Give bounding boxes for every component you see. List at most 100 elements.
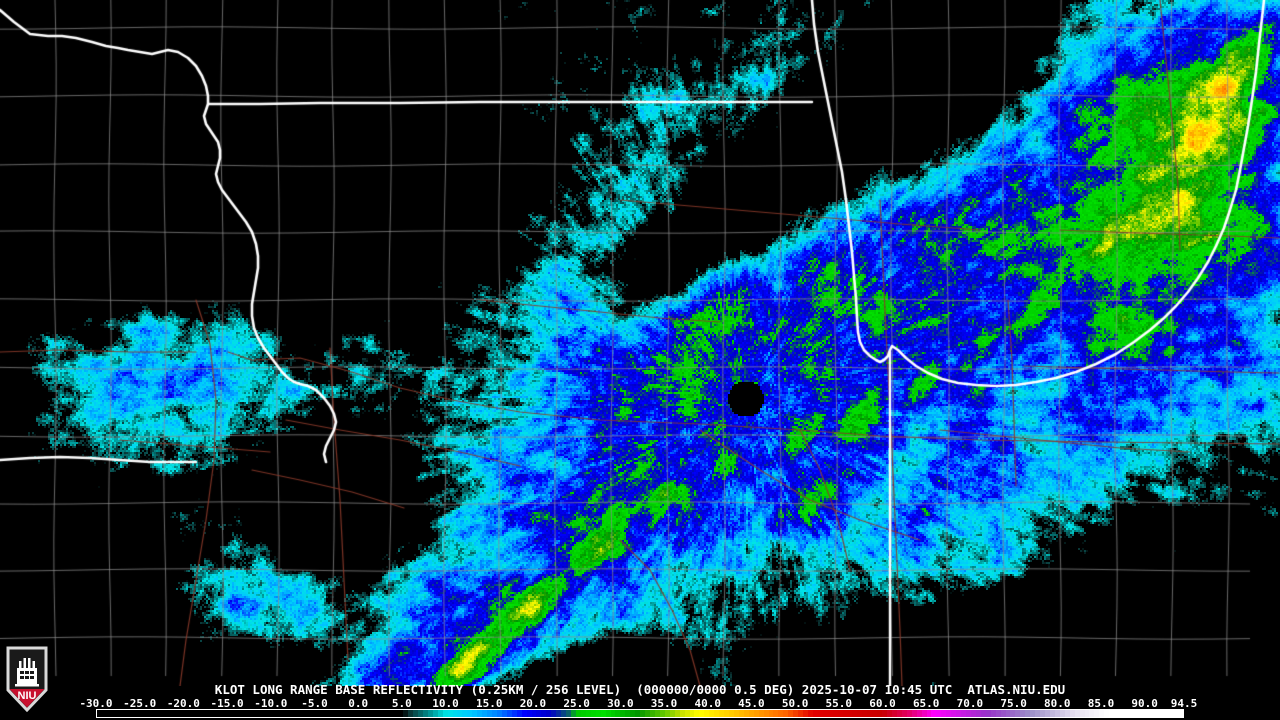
color-scale-segment: [808, 710, 813, 717]
color-scale-segment: [536, 710, 542, 717]
color-scale-segment: [605, 710, 611, 717]
color-scale-segment: [798, 710, 804, 717]
color-scale-segment: [650, 710, 655, 717]
color-scale-segment: [141, 710, 147, 717]
color-scale-segment: [1143, 710, 1149, 717]
color-scale-segment: [467, 710, 473, 717]
color-scale-segment: [111, 710, 117, 717]
color-scale-segment: [812, 710, 818, 717]
color-scale-segment: [482, 710, 488, 717]
color-scale-segment: [887, 710, 892, 717]
color-scale-segment: [877, 710, 883, 717]
color-scale-tick: 45.0: [738, 697, 765, 710]
color-scale-segment: [743, 710, 749, 717]
color-scale-segment: [664, 710, 670, 717]
color-scale-segment: [659, 710, 665, 717]
color-scale-segment: [585, 710, 591, 717]
color-scale-segment: [556, 710, 562, 717]
color-scale-segment: [817, 710, 823, 717]
color-scale-segment: [363, 710, 369, 717]
color-scale-segment: [477, 710, 483, 717]
color-scale-segment: [284, 710, 290, 717]
color-scale-segment: [176, 710, 181, 717]
color-scale-segment: [496, 710, 502, 717]
color-scale-segment: [748, 710, 754, 717]
color-scale-segment: [511, 710, 517, 717]
color-scale-segment: [492, 710, 497, 717]
color-scale-segment: [758, 710, 764, 717]
color-scale-segment: [383, 710, 389, 717]
color-scale-segment: [783, 710, 789, 717]
color-scale-segment: [901, 710, 907, 717]
color-scale-segment: [526, 710, 532, 717]
color-scale-segment: [1153, 710, 1159, 717]
color-scale-segment: [640, 710, 646, 717]
radar-image-area[interactable]: [0, 0, 1280, 686]
color-scale-segment: [704, 710, 710, 717]
color-scale-segment: [768, 710, 774, 717]
map-overlay: [0, 0, 1280, 686]
color-scale-segment: [368, 710, 374, 717]
color-scale-segment: [724, 710, 729, 717]
color-scale[interactable]: -30.0 -25.0 -20.0 -15.0 -10.0 -5.0 0.0 5.0 10.0 1…: [0, 698, 1280, 720]
color-scale-segment: [422, 710, 428, 717]
color-scale-segment: [546, 710, 552, 717]
color-scale-segment: [190, 710, 196, 717]
color-scale-segment: [561, 710, 567, 717]
color-scale-segment: [635, 710, 641, 717]
color-scale-segment: [220, 710, 226, 717]
color-scale-segment: [1119, 710, 1124, 717]
color-scale-segment: [437, 710, 443, 717]
color-scale-segment: [1099, 710, 1105, 717]
color-scale-segment: [151, 710, 157, 717]
color-scale-segment: [654, 710, 660, 717]
color-scale-segment: [205, 710, 211, 717]
color-scale-segment: [521, 710, 527, 717]
color-scale-segment: [161, 710, 167, 717]
color-scale-segment: [1040, 710, 1045, 717]
color-scale-segment: [793, 710, 799, 717]
color-scale-segment: [1020, 710, 1026, 717]
color-scale-segment: [862, 710, 868, 717]
color-scale-segment: [645, 710, 650, 717]
color-scale-segment: [980, 710, 986, 717]
color-scale-segment: [1109, 710, 1115, 717]
color-scale-segment: [531, 710, 537, 717]
color-scale-segment: [417, 710, 423, 717]
color-scale-segment: [571, 710, 576, 717]
color-scale-segment: [837, 710, 843, 717]
color-scale-segment: [595, 710, 601, 717]
color-scale-segment: [131, 710, 137, 717]
color-scale-segment: [200, 710, 206, 717]
color-scale-segment: [753, 710, 759, 717]
color-scale-segment: [970, 710, 976, 717]
color-scale-segment: [358, 710, 364, 717]
color-scale-segment: [738, 710, 744, 717]
color-scale-segment: [1074, 710, 1080, 717]
color-scale-segment: [269, 710, 275, 717]
color-scale-segment: [274, 710, 280, 717]
color-scale-segment: [353, 710, 359, 717]
color-scale-segment: [1069, 710, 1075, 717]
color-scale-segment: [832, 710, 838, 717]
color-scale-segment: [501, 710, 507, 717]
color-scale-tick: 85.0: [1087, 697, 1115, 710]
color-scale-segment: [457, 710, 463, 717]
color-scale-tick: 60.0: [869, 697, 896, 710]
color-scale-segment: [343, 710, 349, 717]
color-scale-segment: [620, 710, 626, 717]
color-scale-segment: [985, 710, 991, 717]
color-scale-bar[interactable]: [96, 709, 1184, 718]
color-scale-segment: [442, 710, 448, 717]
color-scale-segment: [1064, 710, 1070, 717]
color-scale-segment: [882, 710, 887, 717]
color-scale-segment: [610, 710, 616, 717]
color-scale-segment: [852, 710, 858, 717]
color-scale-segment: [961, 710, 966, 717]
color-scale-segment: [719, 710, 725, 717]
color-scale-segment: [1178, 710, 1184, 717]
color-scale-segment: [995, 710, 1001, 717]
color-scale-segment: [408, 710, 413, 717]
color-scale-tick: 15.0: [476, 697, 503, 710]
